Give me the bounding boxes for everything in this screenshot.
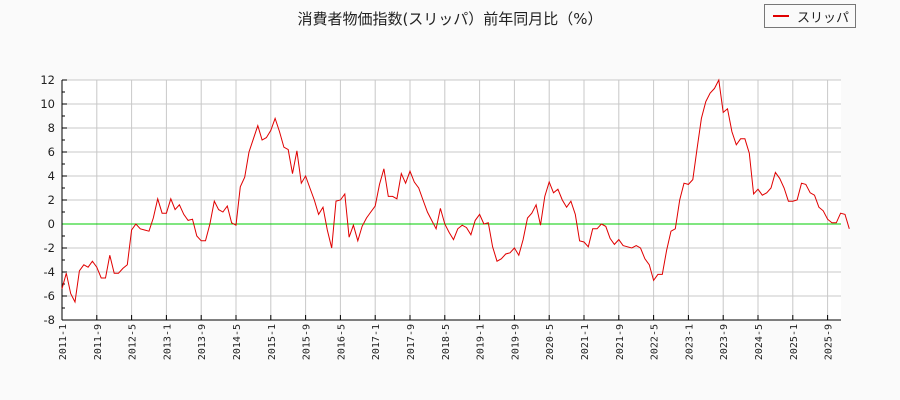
y-tick-label: 6 <box>48 145 55 159</box>
legend: スリッパ <box>764 4 856 28</box>
x-tick-label: 2019-1 <box>476 324 487 360</box>
x-tick-label: 2020-5 <box>545 324 556 360</box>
x-tick-label: 2021-1 <box>580 324 591 360</box>
x-tick-label: 2025-1 <box>789 324 800 360</box>
x-tick-label: 2012-5 <box>128 324 139 360</box>
x-tick-label: 2015-1 <box>267 324 278 360</box>
y-tick-label: -6 <box>44 289 55 303</box>
x-tick-label: 2022-5 <box>650 324 661 360</box>
y-tick-label: -8 <box>44 313 55 327</box>
series-line <box>61 78 850 304</box>
y-tick-label: 10 <box>40 97 55 111</box>
x-tick-label: 2014-5 <box>232 324 243 360</box>
y-tick-label: 12 <box>40 73 55 87</box>
x-tick-label: 2013-1 <box>162 324 173 360</box>
x-tick-label: 2021-9 <box>615 324 626 360</box>
x-tick-label: 2023-1 <box>684 324 695 360</box>
legend-swatch-icon <box>773 15 789 17</box>
x-tick-label: 2015-9 <box>302 324 313 360</box>
chart-title: 消費者物価指数(スリッパ）前年同月比（%） <box>297 10 603 28</box>
x-tick-label: 2011-1 <box>58 324 69 360</box>
y-tick-label: 8 <box>48 121 55 135</box>
x-tick-label: 2016-5 <box>336 324 347 360</box>
y-tick-label: 2 <box>48 193 55 207</box>
x-tick-label: 2024-5 <box>754 324 765 360</box>
y-tick-label: 0 <box>48 217 55 231</box>
y-tick-label: 4 <box>48 169 55 183</box>
x-tick-label: 2013-9 <box>197 324 208 360</box>
y-tick-label: -2 <box>44 241 55 255</box>
x-tick-label: 2019-9 <box>510 324 521 360</box>
x-tick-label: 2011-9 <box>93 324 104 360</box>
legend-label: スリッパ <box>797 11 850 26</box>
x-tick-label: 2017-9 <box>406 324 417 360</box>
x-tick-label: 2025-9 <box>824 324 835 360</box>
x-tick-label: 2023-9 <box>719 324 730 360</box>
y-tick-label: -4 <box>44 265 55 279</box>
x-tick-label: 2017-1 <box>371 324 382 360</box>
x-tick-label: 2018-5 <box>441 324 452 360</box>
